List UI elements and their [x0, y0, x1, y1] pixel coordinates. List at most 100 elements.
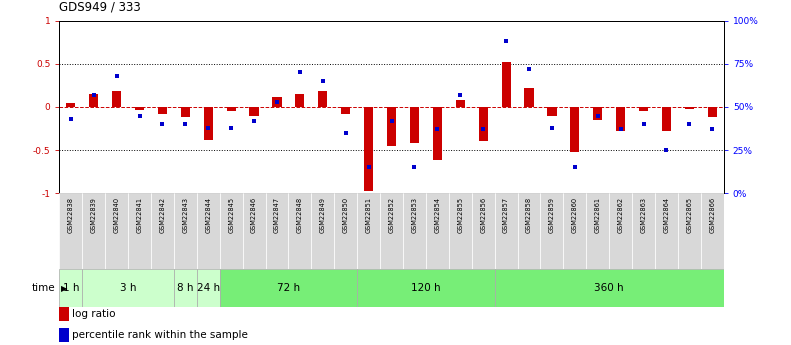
Text: GSM22851: GSM22851	[365, 197, 372, 233]
Text: GSM22866: GSM22866	[710, 197, 715, 233]
Bar	[112, 91, 121, 107]
Bar	[341, 107, 350, 114]
Bar	[410, 107, 419, 143]
Text: GSM22859: GSM22859	[549, 197, 555, 233]
Bar	[494, 269, 724, 307]
Text: GSM22863: GSM22863	[641, 197, 646, 233]
Text: GSM22864: GSM22864	[664, 197, 669, 233]
Bar	[524, 88, 534, 107]
Bar	[312, 193, 335, 269]
Bar	[586, 193, 609, 269]
Bar	[426, 193, 448, 269]
Text: 120 h: 120 h	[411, 283, 441, 293]
Bar	[655, 193, 678, 269]
Bar	[479, 107, 488, 141]
Bar	[501, 62, 511, 107]
Text: log ratio: log ratio	[72, 309, 115, 319]
Bar	[220, 193, 243, 269]
Bar	[272, 97, 282, 107]
Bar	[135, 107, 144, 110]
Text: 3 h: 3 h	[119, 283, 136, 293]
Bar	[335, 193, 358, 269]
Text: 72 h: 72 h	[277, 283, 300, 293]
Text: GSM22853: GSM22853	[411, 197, 418, 233]
Text: GSM22858: GSM22858	[526, 197, 532, 233]
Bar	[174, 269, 197, 307]
Bar	[593, 107, 602, 120]
Text: GSM22844: GSM22844	[205, 197, 211, 233]
Text: 8 h: 8 h	[177, 283, 194, 293]
Bar	[380, 193, 403, 269]
Bar	[678, 193, 701, 269]
Text: GDS949 / 333: GDS949 / 333	[59, 1, 141, 14]
Bar	[59, 269, 82, 307]
Bar	[494, 193, 517, 269]
Bar	[387, 107, 396, 146]
Bar	[151, 193, 174, 269]
Bar	[158, 107, 167, 114]
Bar	[364, 107, 373, 191]
Bar	[403, 193, 426, 269]
Bar	[197, 269, 220, 307]
Text: GSM22843: GSM22843	[183, 197, 188, 233]
Bar	[662, 107, 671, 131]
Bar	[540, 193, 563, 269]
Text: GSM22839: GSM22839	[91, 197, 97, 233]
Bar	[82, 269, 174, 307]
Bar	[547, 107, 557, 116]
Bar	[59, 193, 82, 269]
Bar	[266, 193, 289, 269]
Text: GSM22846: GSM22846	[251, 197, 257, 233]
Text: GSM22857: GSM22857	[503, 197, 509, 233]
Bar	[128, 193, 151, 269]
Text: GSM22865: GSM22865	[687, 197, 692, 233]
Bar	[456, 100, 465, 107]
Bar	[174, 193, 197, 269]
Bar	[289, 193, 312, 269]
Bar	[358, 269, 494, 307]
Bar	[220, 269, 358, 307]
Bar	[226, 107, 236, 111]
Bar	[197, 193, 220, 269]
Bar	[632, 193, 655, 269]
Text: GSM22860: GSM22860	[572, 197, 578, 233]
Bar	[685, 107, 694, 109]
Bar	[616, 107, 625, 131]
Text: percentile rank within the sample: percentile rank within the sample	[72, 330, 248, 339]
Bar	[181, 107, 190, 117]
Text: GSM22841: GSM22841	[137, 197, 142, 233]
Bar	[249, 107, 259, 116]
Bar	[203, 107, 213, 140]
Text: GSM22856: GSM22856	[480, 197, 486, 233]
Text: GSM22845: GSM22845	[228, 197, 234, 233]
Text: GSM22840: GSM22840	[114, 197, 119, 233]
Text: 360 h: 360 h	[594, 283, 624, 293]
Text: GSM22838: GSM22838	[68, 197, 74, 233]
Text: GSM22848: GSM22848	[297, 197, 303, 233]
Text: GSM22842: GSM22842	[160, 197, 165, 233]
Bar	[66, 103, 75, 107]
Bar	[295, 94, 305, 107]
Bar	[433, 107, 442, 160]
Bar	[471, 193, 494, 269]
Text: GSM22855: GSM22855	[457, 197, 464, 233]
Text: time: time	[32, 283, 55, 293]
Text: 24 h: 24 h	[197, 283, 220, 293]
Bar	[570, 107, 580, 152]
Text: 1 h: 1 h	[62, 283, 79, 293]
Bar	[105, 193, 128, 269]
Text: GSM22847: GSM22847	[274, 197, 280, 233]
Bar	[358, 193, 380, 269]
Bar	[639, 107, 648, 111]
Text: GSM22854: GSM22854	[434, 197, 441, 233]
Bar	[609, 193, 632, 269]
Bar	[563, 193, 586, 269]
Bar	[701, 193, 724, 269]
Text: GSM22852: GSM22852	[388, 197, 395, 233]
Bar	[243, 193, 266, 269]
Bar	[448, 193, 471, 269]
Text: GSM22862: GSM22862	[618, 197, 623, 233]
Text: GSM22861: GSM22861	[595, 197, 600, 233]
Bar	[82, 193, 105, 269]
Bar	[708, 107, 717, 117]
